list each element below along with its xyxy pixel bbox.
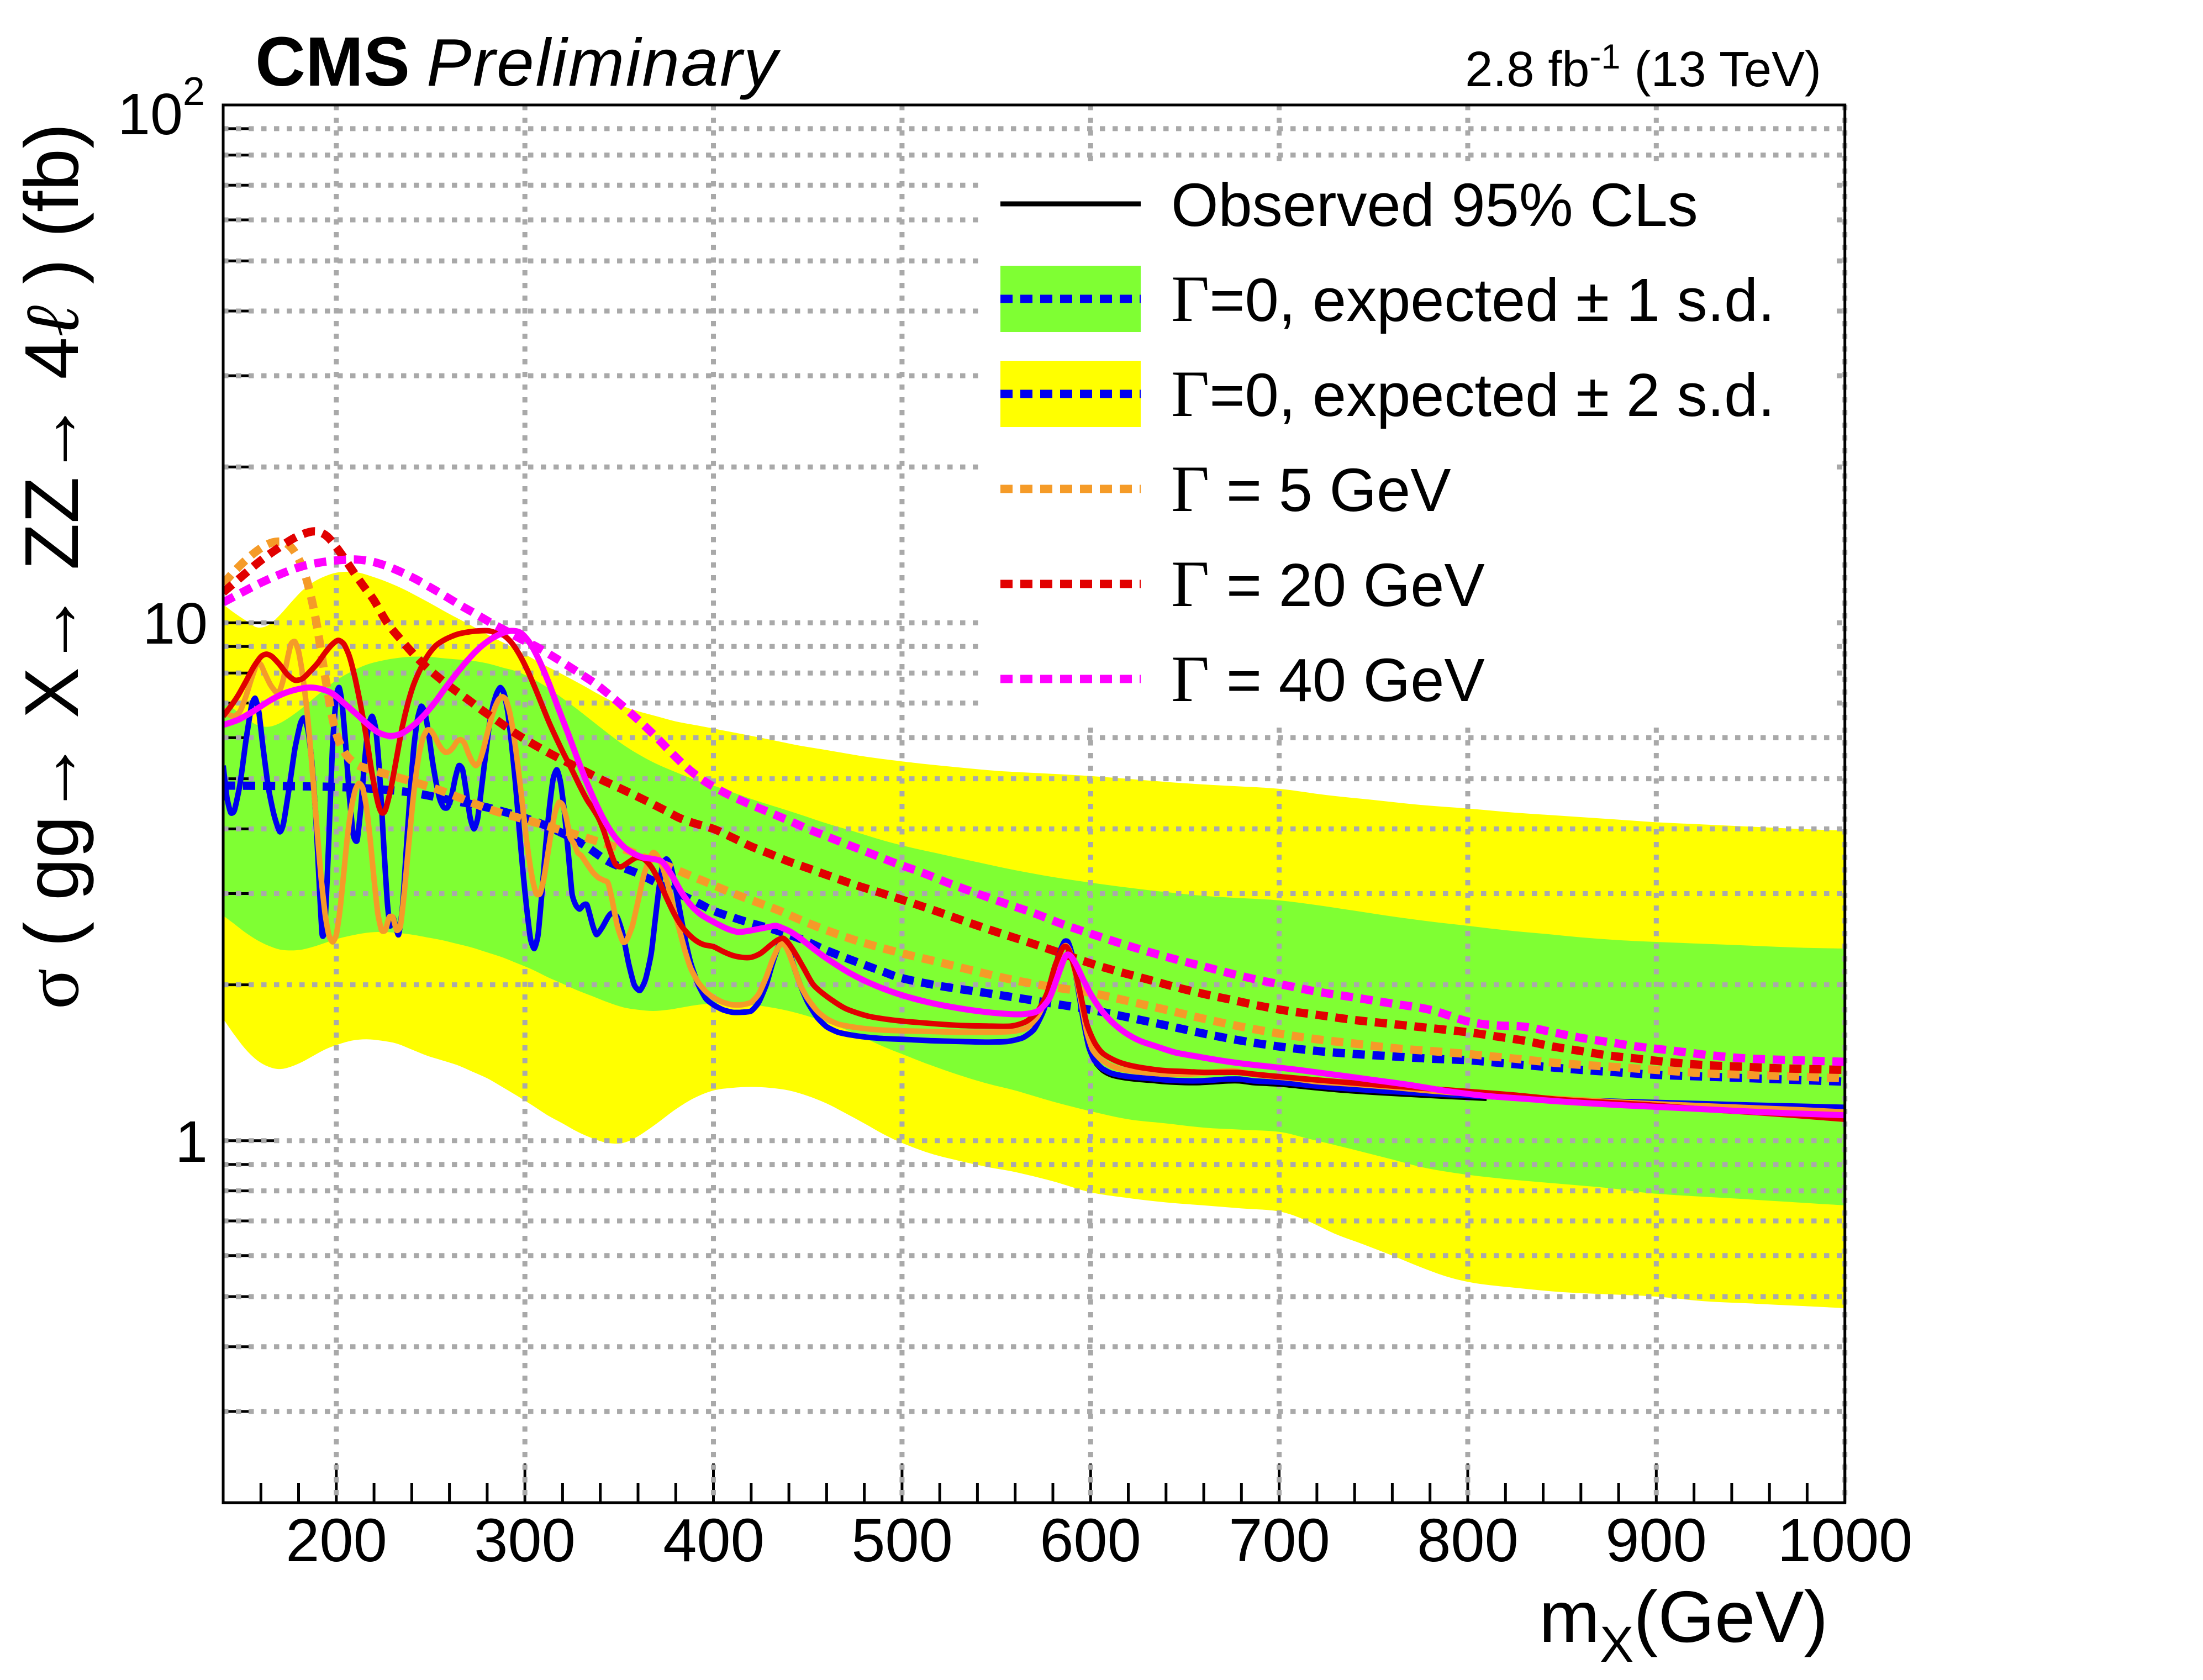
svg-text:2.8 fb-1 (13 TeV): 2.8 fb-1 (13 TeV) [1465,38,1821,97]
svg-text:1: 1 [175,1109,208,1175]
svg-text:400: 400 [663,1507,765,1574]
svg-text:σ ( gg→ X→ ZZ→ 4ℓ ) (fb): σ ( gg→ X→ ZZ→ 4ℓ ) (fb) [9,123,94,1009]
svg-text:mX(GeV): mX(GeV) [1539,1576,1828,1673]
svg-text:900: 900 [1605,1507,1707,1574]
svg-text:300: 300 [474,1507,576,1574]
svg-text:700: 700 [1229,1507,1330,1574]
svg-text:Γ = 5 GeV: Γ = 5 GeV [1171,452,1451,525]
svg-text:Γ=0, expected ± 1 s.d.: Γ=0, expected ± 1 s.d. [1171,262,1775,335]
svg-text:200: 200 [286,1507,387,1574]
svg-text:Preliminary: Preliminary [426,25,781,100]
svg-text:600: 600 [1040,1507,1141,1574]
svg-text:Observed 95% CLs: Observed 95% CLs [1171,171,1698,239]
svg-text:10: 10 [143,591,208,656]
svg-text:Γ=0, expected ± 2 s.d.: Γ=0, expected ± 2 s.d. [1171,357,1775,430]
svg-text:800: 800 [1417,1507,1519,1574]
svg-text:Γ = 40 GeV: Γ = 40 GeV [1171,642,1485,715]
svg-text:1000: 1000 [1778,1507,1913,1574]
svg-text:CMS: CMS [255,23,410,101]
svg-text:500: 500 [851,1507,953,1574]
svg-text:Γ = 20 GeV: Γ = 20 GeV [1171,547,1485,620]
